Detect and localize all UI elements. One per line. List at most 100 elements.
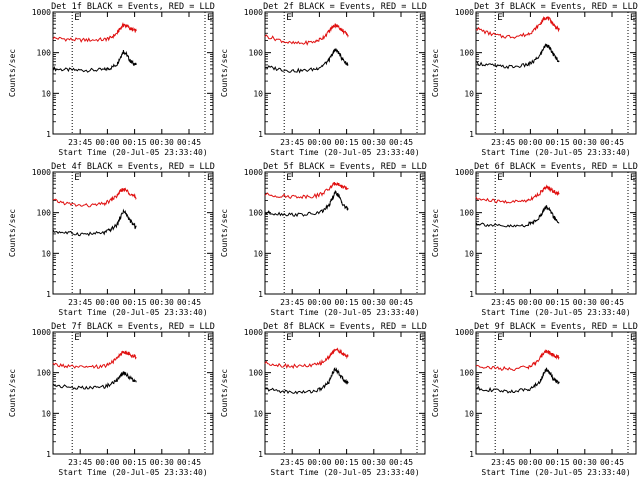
y-tick-label: 1 [258,450,263,459]
y-tick-label: 1000 [32,328,51,337]
x-tick-label: 23:45 [491,138,515,147]
y-tick-label: 100 [460,49,475,58]
panel-title: Det 4f BLACK = Events, RED = LLD [51,162,215,172]
plot-frame [52,171,214,295]
x-tick-label: 00:45 [600,458,624,467]
series-line-events [475,204,560,228]
x-tick-label: 00:15 [546,138,570,147]
y-tick-label: 1000 [244,328,263,337]
x-tick-label: 00:15 [123,138,147,147]
x-tick-label: 00:30 [362,298,386,307]
x-axis-label: Start Time (20-Jul-05 23:33:40) [58,308,207,317]
x-tick-label: 00:45 [177,458,201,467]
event-marker-label: E [286,333,291,343]
x-axis-label: Start Time (20-Jul-05 23:33:40) [270,148,419,157]
x-tick-label: 00:45 [389,458,413,467]
y-tick-label: 100 [37,49,52,58]
x-axis-label: Start Time (20-Jul-05 23:33:40) [481,468,630,477]
x-tick-label: 00:15 [335,458,359,467]
plot-frame [52,331,214,455]
event-marker-label: E [419,333,424,343]
y-tick-label: 1000 [244,168,263,177]
y-tick-label: 1000 [455,168,474,177]
y-axis-label: Counts/sec [431,49,440,97]
series-line-lld [475,184,560,204]
plot-frame [264,171,426,295]
y-tick-label: 1000 [244,8,263,17]
x-tick-label: 23:45 [68,138,92,147]
event-marker-label: E [497,333,502,343]
panel-det-1f: Det 1f BLACK = Events, RED = LLD 1 10 100 10… [8,2,215,157]
y-tick-label: 10 [464,89,474,98]
y-tick-label: 1000 [455,328,474,337]
panel-det-7f: Det 7f BLACK = Events, RED = LLD 1 10 100 10… [8,322,215,477]
panel-det-3f: Det 3f BLACK = Events, RED = LLD 1 10 100 10… [431,2,638,157]
event-marker-label: E [630,333,635,343]
y-tick-label: 1000 [455,8,474,17]
panel-title: Det 8f BLACK = Events, RED = LLD [263,322,427,332]
event-marker-label: E [207,173,212,183]
x-tick-label: 00:45 [600,138,624,147]
event-marker-label: E [419,13,424,23]
plot-frame [52,11,214,135]
x-tick-label: 00:00 [518,298,542,307]
x-tick-label: 00:00 [95,298,119,307]
x-tick-label: 00:15 [546,458,570,467]
x-tick-label: 23:45 [491,458,515,467]
x-tick-label: 23:45 [280,138,304,147]
y-tick-label: 1 [469,130,474,139]
panel-det-4f: Det 4f BLACK = Events, RED = LLD 1 10 100 10… [8,162,215,317]
x-tick-label: 00:45 [600,298,624,307]
series-line-events [264,47,349,74]
x-tick-label: 00:00 [307,298,331,307]
x-tick-label: 00:30 [362,458,386,467]
y-axis-label: Counts/sec [8,209,17,257]
series-line-lld [52,187,137,208]
series-line-events [52,371,137,390]
x-tick-label: 00:30 [150,298,174,307]
event-marker-label: E [207,13,212,23]
y-tick-label: 1 [469,290,474,299]
y-tick-label: 100 [249,209,264,218]
y-tick-label: 10 [253,249,263,258]
series-line-events [475,43,560,70]
x-tick-label: 00:30 [573,458,597,467]
series-line-events [52,50,137,73]
y-axis-label: Counts/sec [431,369,440,417]
x-tick-label: 00:30 [573,298,597,307]
panel-title: Det 5f BLACK = Events, RED = LLD [263,162,427,172]
y-tick-label: 100 [37,369,52,378]
y-axis-label: Counts/sec [431,209,440,257]
x-tick-label: 23:45 [68,298,92,307]
x-tick-label: 00:30 [150,138,174,147]
x-tick-label: 00:15 [546,298,570,307]
panel-title: Det 2f BLACK = Events, RED = LLD [263,2,427,12]
series-line-lld [52,21,137,43]
event-marker-label: E [419,173,424,183]
plot-frame [264,11,426,135]
x-tick-label: 00:00 [95,458,119,467]
x-tick-label: 23:45 [68,458,92,467]
x-tick-label: 00:45 [389,298,413,307]
x-axis-label: Start Time (20-Jul-05 23:33:40) [481,308,630,317]
x-tick-label: 00:00 [518,138,542,147]
plot-frame [475,331,637,455]
series-line-lld [264,23,349,46]
y-tick-label: 1 [258,290,263,299]
y-axis-label: Counts/sec [220,369,229,417]
series-line-lld [52,350,137,369]
panel-det-6f: Det 6f BLACK = Events, RED = LLD 1 10 100 10… [431,162,638,317]
y-axis-label: Counts/sec [8,49,17,97]
y-tick-label: 10 [253,409,263,418]
event-marker-label: E [74,13,79,23]
plot-frame [264,331,426,455]
y-tick-label: 1 [46,450,51,459]
x-tick-label: 00:00 [307,458,331,467]
panel-title: Det 6f BLACK = Events, RED = LLD [474,162,638,172]
y-tick-label: 100 [249,369,264,378]
y-tick-label: 100 [37,209,52,218]
x-tick-label: 00:15 [335,138,359,147]
x-tick-label: 00:45 [177,138,201,147]
event-marker-label: E [630,173,635,183]
